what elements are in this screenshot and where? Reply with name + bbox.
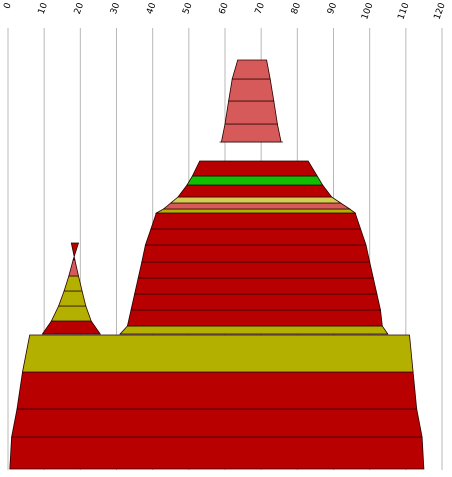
band-2-4 — [22, 334, 414, 373]
band-3-5 — [137, 261, 374, 279]
bands — [9, 59, 425, 470]
band-2-2 — [11, 408, 423, 438]
band-3-14 — [191, 160, 318, 177]
x-tick-label: 10 — [37, 1, 50, 15]
band-3-10 — [162, 202, 352, 210]
band-1-3 — [58, 290, 87, 307]
band-3-7 — [144, 228, 367, 246]
x-tick-label: 0 — [2, 1, 13, 10]
band-3-12 — [177, 184, 333, 198]
band-3-17 — [224, 100, 278, 125]
band-3-3 — [130, 293, 382, 311]
x-tick-label: 100 — [360, 1, 375, 21]
x-tick-label: 70 — [254, 1, 267, 15]
band-3-6 — [141, 244, 371, 263]
band-3-1 — [119, 325, 389, 335]
x-tick-label: 90 — [326, 1, 339, 15]
x-tick-label: 20 — [73, 1, 86, 15]
band-3-9 — [154, 208, 357, 214]
band-3-13 — [186, 175, 324, 186]
x-tick-label: 30 — [109, 1, 122, 15]
band-1-2 — [50, 305, 92, 322]
band-1-5 — [68, 259, 79, 277]
band-2-1 — [9, 436, 425, 470]
x-tick-label: 60 — [218, 1, 231, 15]
x-tick-labels: 0 10 20 30 40 50 60 70 80 90 100 110 120 — [2, 1, 447, 21]
stack-2 — [9, 334, 425, 470]
band-2-3 — [16, 371, 418, 410]
band-3-11 — [169, 196, 343, 204]
band-1-4 — [63, 275, 83, 292]
band-3-4 — [134, 277, 378, 295]
x-tick-label: 120 — [433, 1, 448, 21]
band-3-18 — [228, 78, 275, 102]
x-tick-label: 80 — [290, 1, 303, 15]
stack-3 — [119, 59, 389, 335]
band-1-6 — [70, 242, 80, 261]
band-1-1 — [41, 320, 101, 335]
x-tick-label: 50 — [181, 1, 194, 15]
x-tick-label: 40 — [145, 1, 158, 15]
x-tick-label: 110 — [396, 1, 411, 21]
band-3-8 — [150, 212, 362, 230]
band-3-16 — [220, 123, 282, 143]
band-3-2 — [126, 309, 383, 327]
band-3-19 — [231, 59, 271, 80]
stack-1 — [41, 242, 101, 335]
